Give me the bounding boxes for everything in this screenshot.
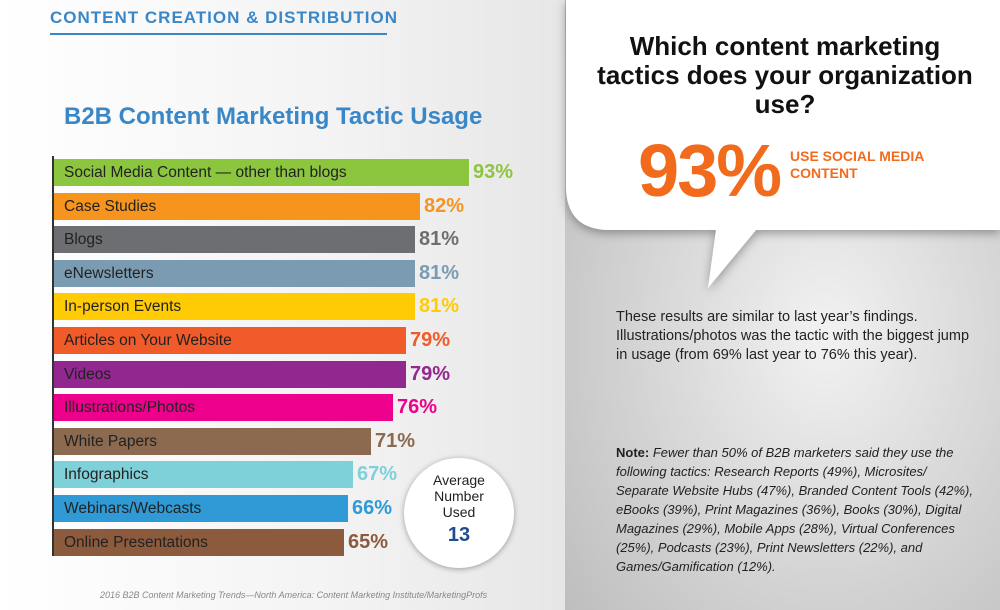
section-title: CONTENT CREATION & DISTRIBUTION (50, 8, 399, 27)
chart-axis-line (52, 156, 54, 556)
bar-label: White Papers (64, 433, 158, 450)
bar (54, 361, 406, 388)
bar-value-label: 71% (375, 430, 416, 452)
bar-label: Infographics (64, 466, 149, 483)
bar-value-label: 79% (410, 363, 451, 385)
average-value: 13 (447, 524, 471, 546)
bar-label: Social Media Content — other than blogs (64, 164, 347, 181)
note-paragraph: Note: Fewer than 50% of B2B marketers sa… (616, 443, 981, 576)
callout-big-percent: 93% (638, 129, 782, 212)
bar-value-label: 81% (419, 262, 460, 284)
bar-label: Webinars/Webcasts (64, 500, 202, 517)
bar-value-label: 67% (357, 463, 398, 485)
bar-label: Illustrations/Photos (64, 399, 195, 416)
bar (54, 428, 371, 455)
bar (54, 293, 415, 320)
chart-title: B2B Content Marketing Tactic Usage (64, 103, 483, 130)
bar-value-label: 82% (424, 195, 465, 217)
bar (54, 461, 353, 488)
note-text: Fewer than 50% of B2B marketers said the… (616, 445, 973, 574)
note-label: Note: (616, 445, 650, 460)
bar-label: Videos (64, 366, 112, 383)
bar (54, 327, 406, 354)
bar-value-label: 65% (348, 531, 389, 553)
findings-text: These results are similar to last year’s… (616, 309, 970, 363)
bar-label: Case Studies (64, 198, 157, 215)
bar (54, 495, 348, 522)
bar-label: eNewsletters (64, 265, 154, 282)
average-label: Average Number Used (433, 472, 485, 520)
section-underline (50, 33, 387, 35)
bar-value-label: 93% (473, 161, 514, 183)
bar (54, 529, 344, 556)
bar-value-label: 76% (397, 396, 438, 418)
callout-question: Which content marketing tactics does you… (597, 31, 973, 119)
source-citation: 2016 B2B Content Marketing Trends—North … (100, 590, 488, 600)
bar (54, 226, 415, 253)
bar-label: In-person Events (64, 298, 182, 315)
bar-value-label: 66% (352, 497, 393, 519)
bar-value-label: 81% (419, 295, 460, 317)
bar-value-label: 81% (419, 228, 460, 250)
bar-value-label: 79% (410, 329, 451, 351)
bar-label: Online Presentations (64, 534, 208, 551)
bar-label: Articles on Your Website (64, 332, 232, 349)
callout-big-text: USE SOCIAL MEDIA CONTENT (790, 148, 924, 181)
average-badge: Average Number Used 13 (404, 458, 514, 568)
bar (54, 260, 415, 287)
bar (54, 394, 393, 421)
bar (54, 159, 469, 186)
bar-label: Blogs (64, 231, 103, 248)
bar (54, 193, 420, 220)
